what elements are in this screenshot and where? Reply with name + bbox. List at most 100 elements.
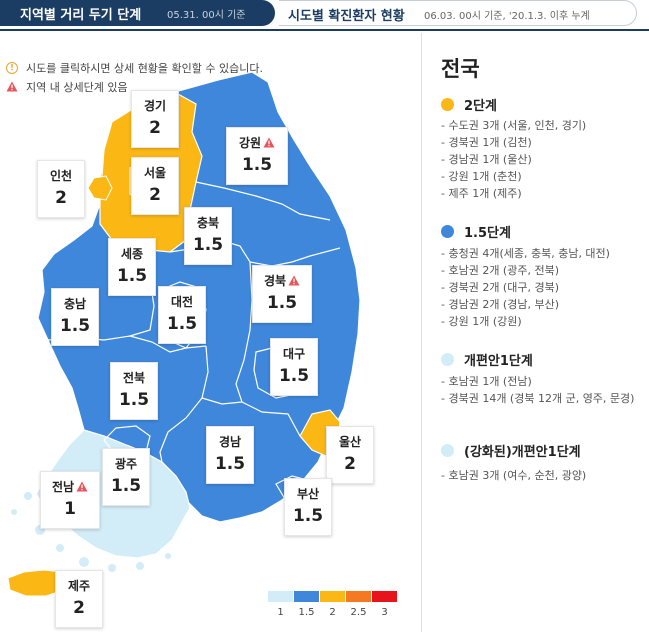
tab-distancing-levels[interactable]: 지역별 거리 두기 단계 05.31. 00시 기준 xyxy=(0,0,275,26)
level-dot-revised-1 xyxy=(441,353,454,366)
region-name: 울산 xyxy=(338,435,362,449)
korea-map xyxy=(7,71,361,597)
level-heading-strengthened-1: (강화된)개편안1단계 xyxy=(441,441,581,460)
region-label-chungbuk[interactable]: 충북 1.5 xyxy=(184,207,232,265)
tab-confirmed-cases[interactable]: 시도별 확진환자 현황 06.03. 00시 기준, '20.1.3. 이후 누… xyxy=(279,0,637,26)
region-label-jeonnam[interactable]: 전남 1 xyxy=(40,471,100,529)
region-level: 1.5 xyxy=(166,314,198,334)
tab-underline xyxy=(0,29,649,31)
region-level: 2 xyxy=(55,188,67,208)
level-dot-2 xyxy=(441,98,454,111)
list-item: - 수도권 3개 (서울, 인천, 경기) xyxy=(441,119,587,132)
island-dot xyxy=(11,509,17,515)
region-label-ulsan[interactable]: 울산 2 xyxy=(326,426,374,484)
warning-icon xyxy=(288,275,300,286)
list-item: - 호남권 3개 (여수, 순천, 광양) xyxy=(441,469,587,482)
region-level: 2 xyxy=(73,598,85,618)
level-heading-label: 1.5단계 xyxy=(464,226,511,241)
region-name: 전북 xyxy=(122,371,146,385)
island-dot xyxy=(56,544,64,552)
list-item: - 강원 1개 (춘천) xyxy=(441,170,522,183)
island-dot xyxy=(24,492,32,500)
scale-label: 3 xyxy=(381,607,388,618)
island-dot xyxy=(165,553,171,559)
warning-icon xyxy=(263,137,275,148)
region-label-gwangju[interactable]: 광주 1.5 xyxy=(102,448,150,506)
nationwide-summary-panel: 전국 2단계 - 수도권 3개 (서울, 인천, 경기) - 경북권 1개 (김… xyxy=(421,33,649,632)
region-label-seoul[interactable]: 서울 2 xyxy=(131,157,179,215)
list-item: - 경북권 2개 (대구, 경북) xyxy=(441,281,559,294)
region-level: 1.5 xyxy=(241,155,273,175)
region-name: 충남 xyxy=(63,297,87,311)
region-label-gangwon[interactable]: 강원 1.5 xyxy=(226,127,288,185)
region-label-daegu[interactable]: 대구 1.5 xyxy=(270,338,318,396)
warning-icon xyxy=(76,481,88,492)
region-name: 부산 xyxy=(296,487,320,501)
region-label-gyeonggi[interactable]: 경기 2 xyxy=(131,90,179,148)
region-label-gyeongnam[interactable]: 경남 1.5 xyxy=(206,426,254,484)
region-name: 대전 xyxy=(170,295,194,309)
region-level: 2 xyxy=(149,118,161,138)
region-label-jeonbuk[interactable]: 전북 1.5 xyxy=(110,362,158,420)
island-dot xyxy=(79,557,89,567)
region-label-daejeon[interactable]: 대전 1.5 xyxy=(158,286,206,344)
region-name: 경기 xyxy=(143,99,167,113)
scale-swatch-2 xyxy=(320,591,345,602)
level-items-revised-1: - 호남권 1개 (전남) - 경북권 14개 (경북 12개 군, 영주, 문… xyxy=(441,373,646,407)
region-level: 1.5 xyxy=(192,235,224,255)
list-item: - 강원 1개 (강원) xyxy=(441,315,522,328)
region-level: 1 xyxy=(64,499,76,519)
scale-label: 2.5 xyxy=(350,607,367,618)
region-level: 2 xyxy=(149,185,161,205)
level-items-2: - 수도권 3개 (서울, 인천, 경기) - 경북권 1개 (김천) - 경남… xyxy=(441,117,646,202)
warning-icon xyxy=(6,81,18,93)
region-level: 1.5 xyxy=(278,366,310,386)
warning-hint-row: 지역 내 상세단계 있음 xyxy=(6,77,263,96)
info-icon: ! xyxy=(6,61,18,74)
level-items-1-5: - 충청권 4개(세종, 충북, 충남, 대전) - 호남권 2개 (광주, 전… xyxy=(441,245,646,330)
region-name: 강원 xyxy=(238,136,262,150)
list-item: - 제주 1개 (제주) xyxy=(441,187,522,200)
level-heading-label: 2단계 xyxy=(464,99,497,114)
tab-confirmed-cases-date: 06.03. 00시 기준, '20.1.3. 이후 누계 xyxy=(424,11,590,22)
list-item: - 경남권 1개 (울산) xyxy=(441,153,532,166)
region-label-gyeongbuk[interactable]: 경북 1.5 xyxy=(252,265,312,323)
region-name: 경남 xyxy=(218,435,242,449)
region-name: 제주 xyxy=(67,579,91,593)
list-item: - 경북권 1개 (김천) xyxy=(441,136,532,149)
level-heading-2: 2단계 xyxy=(441,95,497,114)
level-heading-label: 개편안1단계 xyxy=(464,354,533,369)
tab-bar: 지역별 거리 두기 단계 05.31. 00시 기준 시도별 확진환자 현황 0… xyxy=(0,0,649,31)
region-level: 1.5 xyxy=(110,476,142,496)
island-dot xyxy=(136,562,144,570)
level-heading-1-5: 1.5단계 xyxy=(441,222,511,241)
island-dot xyxy=(108,564,116,572)
region-level: 1.5 xyxy=(292,506,324,526)
region-name: 광주 xyxy=(114,457,138,471)
level-items-strengthened-1: - 호남권 3개 (여수, 순천, 광양) xyxy=(441,467,646,484)
region-name: 대구 xyxy=(282,347,306,361)
region-level: 1.5 xyxy=(118,390,150,410)
region-label-busan[interactable]: 부산 1.5 xyxy=(284,478,332,536)
list-item: - 경남권 2개 (경남, 부산) xyxy=(441,298,559,311)
region-label-sejong[interactable]: 세종 1.5 xyxy=(108,238,156,296)
region-shape-incheon[interactable] xyxy=(87,175,113,201)
region-name: 인천 xyxy=(49,169,73,183)
region-level: 1.5 xyxy=(59,316,91,336)
region-label-jeju[interactable]: 제주 2 xyxy=(55,570,103,628)
region-label-chungnam[interactable]: 충남 1.5 xyxy=(51,288,99,346)
region-label-incheon[interactable]: 인천 2 xyxy=(37,160,85,218)
level-heading-label: (강화된)개편안1단계 xyxy=(464,445,581,460)
warning-hint-text: 지역 내 상세단계 있음 xyxy=(26,80,128,94)
scale-swatch-1-5 xyxy=(294,591,319,602)
region-level: 1.5 xyxy=(116,266,148,286)
region-name: 세종 xyxy=(120,247,144,261)
list-item: - 경북권 14개 (경북 12개 군, 영주, 문경) xyxy=(441,392,635,405)
list-item: - 호남권 2개 (광주, 전북) xyxy=(441,264,559,277)
panel-title: 전국 xyxy=(441,57,480,81)
map-notes: ! 시도를 클릭하시면 상세 현황을 확인할 수 있습니다. 지역 내 상세단계… xyxy=(6,58,263,96)
scale-label: 1.5 xyxy=(298,607,315,618)
list-item: - 호남권 1개 (전남) xyxy=(441,375,532,388)
scale-swatch-2-5 xyxy=(346,591,371,602)
scale-swatch-1 xyxy=(268,591,293,602)
